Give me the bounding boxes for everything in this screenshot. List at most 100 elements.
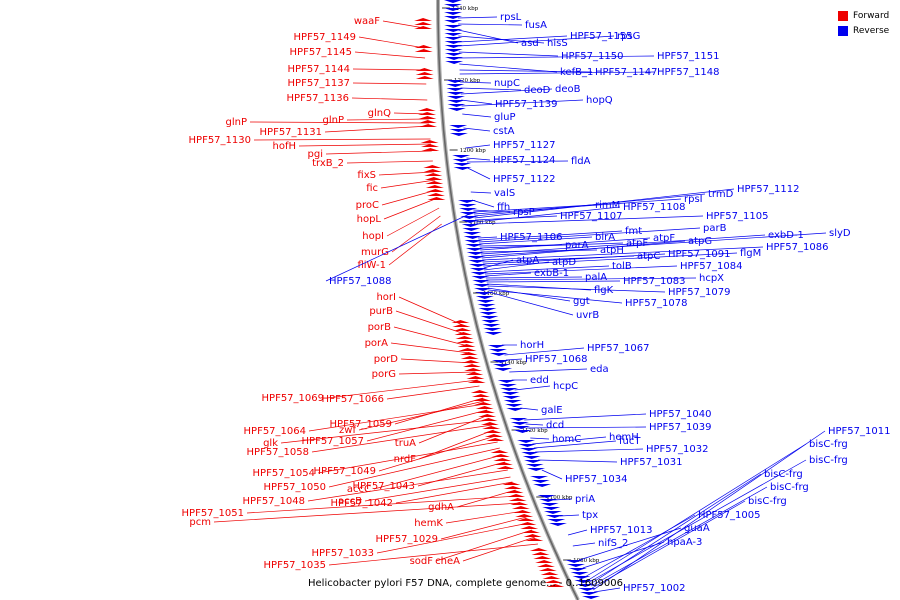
reverse-leader-line	[484, 265, 610, 273]
gene-features	[414, 0, 601, 599]
reverse-feature	[444, 53, 463, 56]
reverse-leader-line	[588, 443, 807, 581]
reverse-feature	[545, 515, 564, 518]
forward-gene-label: hopL	[357, 214, 382, 225]
reverse-leader-line	[462, 113, 492, 118]
forward-leader-line	[445, 510, 524, 524]
forward-gene-label: hopI	[362, 231, 384, 242]
forward-gene-label: HPF57_1048	[243, 496, 305, 507]
reverse-gene-label: birA	[595, 232, 615, 243]
reverse-gene-label: bisC-frg	[770, 482, 809, 493]
reverse-leader-line	[467, 167, 491, 180]
backbone-line	[437, 0, 579, 600]
reverse-leader-line	[458, 23, 523, 26]
reverse-leader-line	[590, 473, 762, 585]
reverse-feature	[497, 380, 516, 383]
forward-feature	[425, 185, 444, 188]
reverse-feature	[463, 236, 482, 239]
reverse-leader-line	[478, 227, 701, 243]
forward-gene-label: truA	[395, 438, 416, 449]
reverse-feature	[537, 495, 556, 498]
forward-gene-label: HPF57_1130	[189, 135, 251, 146]
reverse-leader-line	[487, 285, 666, 293]
reverse-feature	[481, 320, 500, 323]
reverse-gene-label: atpG	[688, 236, 712, 247]
reverse-gene-label: rpsL	[500, 12, 522, 23]
forward-gene-label: HPF57_1149	[294, 32, 356, 43]
forward-feature	[426, 193, 445, 196]
forward-leader-line	[386, 207, 440, 237]
forward-feature	[484, 434, 503, 437]
reverse-feature	[468, 260, 487, 263]
reverse-gene-label: palA	[585, 272, 607, 283]
reverse-gene-label: HPF57_1079	[668, 287, 730, 298]
forward-feature	[418, 112, 437, 115]
reverse-feature	[457, 200, 476, 203]
forward-leader-line	[352, 82, 427, 85]
forward-feature	[474, 402, 493, 405]
forward-gene-label: hofH	[273, 141, 297, 152]
reverse-feature	[477, 304, 496, 307]
forward-leader-line	[386, 385, 480, 400]
forward-feature	[471, 394, 490, 397]
reverse-feature	[494, 368, 513, 371]
reverse-leader-line	[567, 529, 588, 536]
reverse-feature	[444, 20, 463, 23]
forward-gene-label: accB	[338, 496, 362, 507]
reverse-feature	[475, 296, 494, 299]
reverse-feature	[566, 564, 585, 567]
reverse-gene-label: trmD	[708, 189, 734, 200]
reverse-leader-line	[458, 35, 568, 43]
forward-leader-line	[346, 160, 433, 164]
reverse-gene-label: atpA	[516, 255, 539, 266]
forward-gene-label: fic	[366, 183, 378, 194]
reverse-leader-line	[520, 407, 539, 411]
forward-gene-label: HPF57_1131	[260, 127, 322, 138]
reverse-gene-label: galE	[541, 405, 563, 416]
reverse-gene-label: atpF	[653, 233, 675, 244]
forward-leader-line	[376, 522, 529, 554]
forward-gene-label: HPF57_1064	[244, 426, 306, 437]
reverse-feature	[578, 588, 597, 591]
reverse-gene-label: HPF57_1091	[668, 249, 730, 260]
legend-reverse: Reverse	[838, 23, 889, 38]
reverse-gene-label: gluP	[494, 112, 516, 123]
forward-feature	[479, 418, 498, 421]
reverse-gene-label: hopQ	[586, 95, 613, 106]
reverse-feature	[547, 519, 566, 522]
reverse-feature	[502, 396, 521, 399]
reverse-feature	[449, 125, 468, 128]
reverse-feature	[479, 312, 498, 315]
reverse-gene-label: HPF57_1105	[706, 211, 768, 222]
forward-feature	[458, 348, 477, 351]
forward-feature	[420, 144, 439, 147]
forward-feature	[525, 538, 544, 541]
forward-feature	[520, 526, 539, 529]
reverse-gene-label: hpaA-3	[667, 537, 702, 548]
reverse-leader-line	[484, 261, 550, 271]
reverse-feature	[542, 507, 561, 510]
reverse-leader-line	[475, 206, 621, 223]
reverse-gene-label: hcpX	[699, 273, 724, 284]
reverse-leader-line	[591, 486, 768, 587]
forward-gene-label: HPF57_1049	[314, 466, 376, 477]
reverse-feature	[543, 511, 562, 514]
forward-feature	[467, 380, 486, 383]
reverse-leader-line	[488, 289, 623, 304]
forward-feature	[493, 458, 512, 461]
forward-feature	[480, 422, 499, 425]
forward-feature	[482, 426, 501, 429]
forward-feature	[420, 140, 439, 143]
forward-leader-line	[326, 379, 478, 399]
reverse-leader-line	[463, 127, 491, 132]
reverse-feature	[445, 61, 464, 64]
reverse-leader-line	[459, 71, 655, 75]
reverse-feature	[463, 232, 482, 235]
reverse-gene-label: horH	[520, 340, 544, 351]
reverse-gene-label: HPF57_1112	[737, 184, 799, 195]
reverse-feature	[459, 212, 478, 215]
reverse-leader-line	[460, 88, 553, 95]
forward-gene-label: cheA	[435, 556, 460, 567]
reverse-leader-line	[466, 157, 491, 161]
reverse-gene-label: HPF57_1040	[649, 409, 711, 420]
